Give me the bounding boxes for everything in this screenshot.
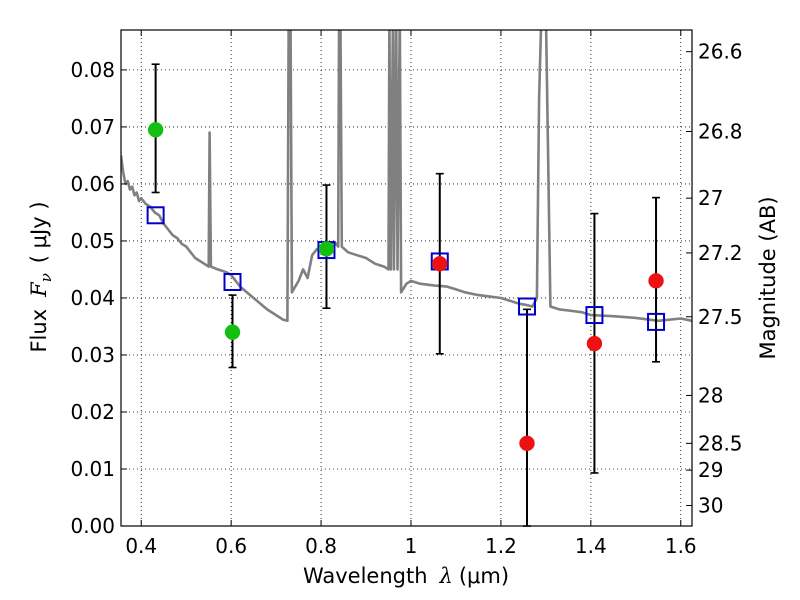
y2-tick-label: 30 xyxy=(698,493,723,517)
y2-tick-label: 28.5 xyxy=(698,431,743,455)
y-tick-label: 0.01 xyxy=(70,457,115,481)
observed-flux-point xyxy=(586,335,603,352)
x-tick-label: 0.4 xyxy=(125,534,157,558)
x-tick-label: 1 xyxy=(405,534,418,558)
y-tick-label: 0.04 xyxy=(70,286,115,310)
x-axis-symbol: λ xyxy=(439,564,453,588)
x-tick-label: 1.4 xyxy=(575,534,607,558)
model-flux-square xyxy=(647,312,666,331)
y-tick-label: 0.02 xyxy=(70,400,115,424)
y-tick-label: 0.06 xyxy=(70,172,115,196)
model-flux-square xyxy=(585,306,604,325)
y2-tick-label: 26.6 xyxy=(698,40,743,64)
y-axis-unit: ( μJy ) xyxy=(27,201,51,263)
y2-tick-label: 27.5 xyxy=(698,305,743,329)
observed-flux-point xyxy=(224,324,241,340)
observed-flux-point xyxy=(318,241,335,257)
y2-axis-title: Magnitude (AB) xyxy=(756,196,780,359)
model-flux-square xyxy=(223,272,242,291)
x-tick-label: 1.2 xyxy=(485,534,517,558)
y2-tick-label: 28 xyxy=(698,383,723,407)
y2-tick-label: 27 xyxy=(698,186,723,210)
observed-flux-point xyxy=(432,255,448,272)
x-tick-label: 0.8 xyxy=(305,534,337,558)
grid-layer xyxy=(121,30,692,527)
y-tick-label: 0.00 xyxy=(70,514,115,538)
x-tick-label: 0.6 xyxy=(215,534,247,558)
y-axis-symbol-sub: ν xyxy=(37,273,55,282)
y-tick-label: 0.03 xyxy=(70,343,115,367)
plot-frame xyxy=(120,29,693,527)
data-layer xyxy=(121,30,692,323)
y-axis-title: Flux Fν ( μJy ) xyxy=(27,201,55,352)
model-flux-square xyxy=(146,206,165,225)
axis-layer: 0.4 0.6 0.8 1 1.2 1.4 1.6 0.00 0.01 0.02 0.03 0.04 0… xyxy=(70,30,743,558)
x-axis-title: Wavelength λ (μm) xyxy=(303,564,509,588)
x-axis-title-text: Wavelength xyxy=(303,564,428,588)
observed-flux-point xyxy=(519,435,535,452)
y-tick-label: 0.08 xyxy=(70,58,115,82)
y-tick-label: 0.05 xyxy=(70,229,115,253)
y-axis-title-text: Flux xyxy=(27,309,51,353)
y2-tick-label: 26.8 xyxy=(698,119,743,143)
x-tick-label: 1.6 xyxy=(665,534,697,558)
x-axis-unit: (μm) xyxy=(459,564,509,588)
y-axis-symbol: F xyxy=(27,281,51,298)
observed-flux-point xyxy=(648,273,664,289)
y-tick-label: 0.07 xyxy=(70,115,115,139)
model-spectrum-line xyxy=(121,30,692,323)
y2-tick-label: 27.2 xyxy=(698,241,743,265)
marker-layer xyxy=(146,63,666,527)
observed-flux-point xyxy=(147,122,164,138)
y2-tick-label: 29 xyxy=(698,458,723,482)
model-flux-square xyxy=(517,297,536,316)
